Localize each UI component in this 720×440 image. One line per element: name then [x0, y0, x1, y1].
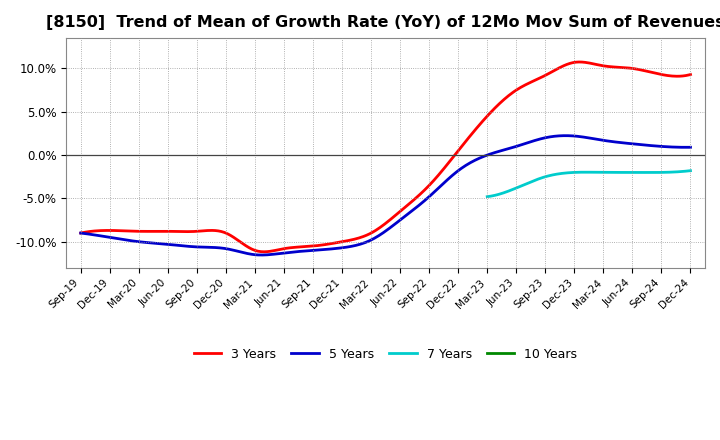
3 Years — [76, 231, 85, 236]
7 Years — [483, 194, 492, 199]
3 Years — [462, 139, 470, 144]
7 Years — [563, 170, 572, 176]
7 Years — [629, 170, 638, 175]
Line: 7 Years: 7 Years — [487, 171, 690, 197]
3 Years — [276, 246, 285, 252]
5 Years — [686, 145, 695, 150]
3 Years — [320, 242, 328, 247]
7 Years — [631, 170, 639, 175]
7 Years — [686, 168, 695, 173]
5 Years — [561, 133, 570, 138]
3 Years — [686, 72, 695, 77]
Line: 5 Years: 5 Years — [81, 136, 690, 255]
7 Years — [611, 170, 619, 175]
3 Years — [150, 229, 158, 234]
5 Years — [462, 163, 470, 168]
7 Years — [508, 187, 516, 193]
3 Years — [260, 249, 269, 254]
7 Years — [549, 172, 558, 177]
5 Years — [257, 253, 266, 258]
Legend: 3 Years, 5 Years, 7 Years, 10 Years: 3 Years, 5 Years, 7 Years, 10 Years — [189, 343, 582, 366]
5 Years — [320, 247, 328, 252]
5 Years — [150, 241, 158, 246]
5 Years — [521, 141, 530, 146]
3 Years — [521, 82, 530, 88]
5 Years — [276, 251, 285, 256]
3 Years — [518, 84, 527, 89]
Title: [8150]  Trend of Mean of Growth Rate (YoY) of 12Mo Mov Sum of Revenues: [8150] Trend of Mean of Growth Rate (YoY… — [46, 15, 720, 30]
5 Years — [518, 142, 527, 147]
3 Years — [575, 59, 583, 65]
5 Years — [76, 231, 85, 236]
Line: 3 Years: 3 Years — [81, 62, 690, 252]
